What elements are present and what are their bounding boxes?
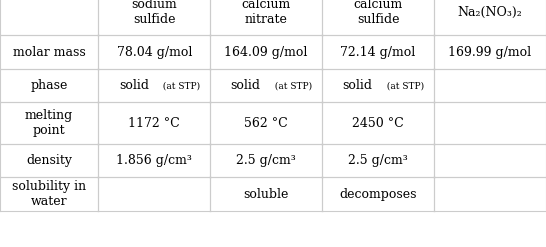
Text: density: density bbox=[26, 154, 72, 167]
Text: calcium
nitrate: calcium nitrate bbox=[241, 0, 291, 26]
Text: calcium
sulfide: calcium sulfide bbox=[353, 0, 403, 26]
Text: molar mass: molar mass bbox=[13, 46, 86, 59]
Text: 2450 °C: 2450 °C bbox=[352, 117, 404, 130]
Text: soluble: soluble bbox=[244, 187, 289, 201]
Text: melting
point: melting point bbox=[25, 109, 73, 137]
Text: 78.04 g/mol: 78.04 g/mol bbox=[116, 46, 192, 59]
Text: 1172 °C: 1172 °C bbox=[128, 117, 180, 130]
Text: solid: solid bbox=[231, 79, 261, 92]
Text: 2.5 g/cm³: 2.5 g/cm³ bbox=[348, 154, 408, 167]
Text: 2.5 g/cm³: 2.5 g/cm³ bbox=[236, 154, 296, 167]
Text: (at STP): (at STP) bbox=[157, 81, 200, 90]
Text: sodium
sulfide: sodium sulfide bbox=[132, 0, 177, 26]
Text: (at STP): (at STP) bbox=[381, 81, 424, 90]
Text: phase: phase bbox=[31, 79, 68, 92]
Text: solubility in
water: solubility in water bbox=[12, 180, 86, 208]
Text: 1.856 g/cm³: 1.856 g/cm³ bbox=[116, 154, 192, 167]
Text: 169.99 g/mol: 169.99 g/mol bbox=[448, 46, 532, 59]
Text: 72.14 g/mol: 72.14 g/mol bbox=[341, 46, 416, 59]
Text: solid: solid bbox=[119, 79, 149, 92]
Text: solid: solid bbox=[343, 79, 372, 92]
Text: 562 °C: 562 °C bbox=[244, 117, 288, 130]
Text: decomposes: decomposes bbox=[340, 187, 417, 201]
Text: 164.09 g/mol: 164.09 g/mol bbox=[224, 46, 308, 59]
Text: (at STP): (at STP) bbox=[269, 81, 312, 90]
Text: Na₂(NO₃)₂: Na₂(NO₃)₂ bbox=[458, 6, 523, 19]
